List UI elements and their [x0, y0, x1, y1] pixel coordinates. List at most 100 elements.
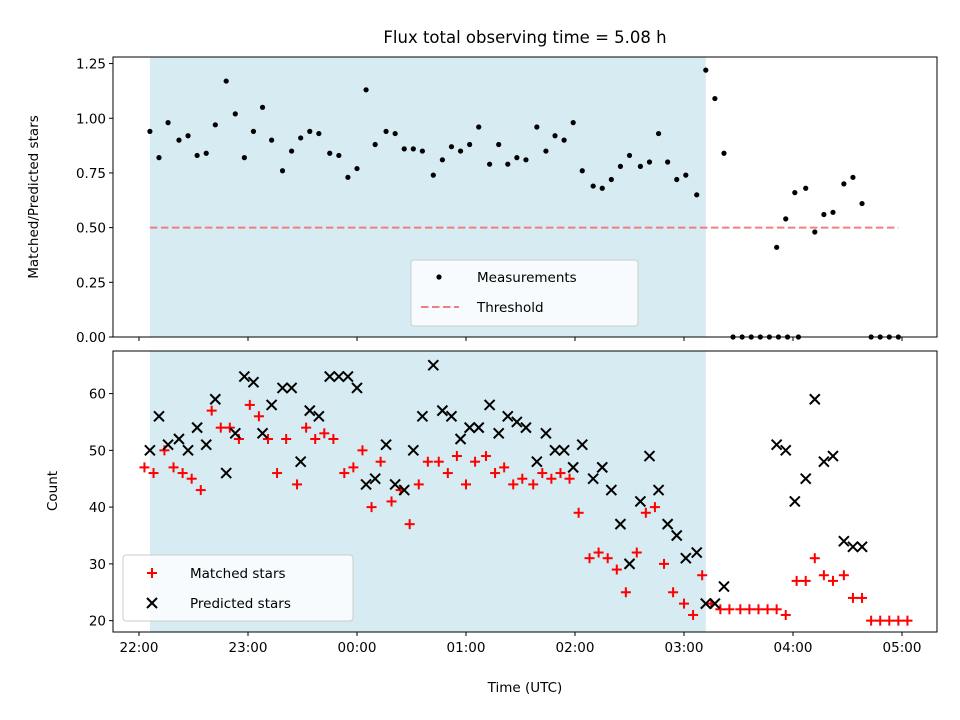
measurement-point [156, 155, 162, 161]
predicted-star-point [531, 455, 543, 468]
measurement-point [774, 244, 780, 250]
measurement-point [316, 130, 322, 137]
measurement-point [165, 120, 171, 126]
matched-star-point [838, 570, 849, 581]
matched-star-point [442, 468, 453, 479]
predicted-star-point [605, 484, 618, 496]
predicted-star-point [153, 410, 165, 422]
predicted-star-point [576, 438, 588, 451]
predicted-star-point [229, 427, 241, 440]
measurement-point [505, 161, 511, 167]
xtick-label: 22:00 [120, 640, 159, 656]
matched-star-point [573, 507, 584, 518]
predicted-star-point [671, 529, 683, 542]
measurement-points [147, 67, 901, 340]
measurement-point [250, 128, 257, 134]
predicted-star-point [634, 495, 647, 508]
measurement-point [608, 176, 614, 183]
matched-star-point [780, 609, 791, 620]
predicted-star-point [333, 370, 345, 383]
measurement-point [543, 148, 549, 154]
measurement-point [232, 111, 238, 117]
predicted-star-point [691, 546, 703, 559]
top-ytick-label: 0.25 [76, 275, 106, 291]
measurement-point [523, 157, 529, 163]
measurement-point [552, 133, 558, 139]
measurement-point [617, 163, 624, 169]
measurement-point [674, 176, 680, 183]
predicted-star-point [173, 433, 185, 445]
matched-star-point [668, 587, 679, 598]
predicted-star-point [596, 461, 608, 474]
matched-star-point [470, 456, 481, 467]
measurement-point [336, 152, 342, 159]
matched-star-point [791, 575, 802, 586]
top-ytick-label: 0.75 [76, 166, 106, 182]
bottom-panel: 20 30 40 50 60 22:00 23:00 00:00 01:00 02:00 03:0… [45, 350, 938, 696]
measurement-point [185, 133, 191, 139]
predicted-star-point [436, 404, 449, 417]
predicted-star-point [389, 478, 401, 491]
predicted-star-point [380, 438, 392, 451]
predicted-stars-points [144, 359, 868, 610]
measurement-point [203, 150, 209, 156]
matched-star-point [753, 604, 764, 615]
predicted-star-point [800, 473, 812, 485]
predicted-star-point [294, 455, 307, 468]
matched-star-point [339, 468, 350, 479]
matched-star-point [640, 507, 651, 518]
measurement-point [467, 141, 473, 148]
matched-star-point [857, 592, 868, 603]
bottom-y-ticks: 20 30 40 50 60 [89, 387, 113, 630]
x-axis-label: Time (UTC) [487, 680, 563, 696]
measurement-point [703, 67, 709, 73]
top-legend: Measurements Threshold [410, 259, 639, 327]
matched-star-point [224, 422, 235, 433]
measurement-point [821, 211, 827, 218]
matched-star-point [375, 456, 386, 467]
measurement-point [830, 209, 836, 215]
predicted-star-point [838, 535, 850, 547]
predicted-star-point [809, 393, 821, 405]
top-panel: 0.00 0.25 0.50 0.75 1.00 1.25 Flux total obse… [26, 28, 938, 346]
bottom-y-axis-label: Count [45, 471, 61, 511]
matched-star-point [168, 462, 179, 473]
predicted-star-point [587, 473, 599, 485]
matched-star-point [386, 496, 397, 507]
predicted-star-point [182, 444, 194, 457]
matched-star-point [517, 473, 528, 484]
predicted-star-point [369, 473, 381, 485]
matched-star-point [602, 553, 613, 564]
matched-star-point [319, 428, 330, 439]
measurement-point [476, 124, 482, 130]
top-ytick-label: 1.00 [76, 111, 106, 127]
matched-star-point [827, 575, 838, 586]
predicted-star-point [162, 438, 174, 451]
matched-star-point [357, 445, 368, 456]
xtick-label: 02:00 [556, 640, 595, 656]
matched-star-point [875, 615, 886, 626]
matched-star-point [148, 468, 159, 479]
matched-star-point [697, 570, 708, 581]
bottom-x-ticks: 22:00 23:00 00:00 01:00 02:00 03:00 04:00 05:00 [120, 632, 921, 656]
predicted-star-point [351, 382, 363, 394]
predicted-star-point [256, 427, 269, 440]
measurement-point [279, 168, 286, 174]
top-ytick-label: 0.50 [76, 221, 106, 237]
predicted-star-point [511, 416, 523, 428]
bottom-ytick-label: 50 [89, 443, 106, 459]
matched-star-point [461, 479, 471, 490]
predicted-star-point [265, 399, 278, 411]
matched-star-point [735, 604, 746, 615]
legend-predicted-label: Predicted stars [190, 596, 291, 612]
measurement-point [626, 152, 633, 159]
matched-star-point [508, 479, 519, 490]
matched-star-point [866, 615, 877, 626]
top-ytick-label: 1.25 [76, 57, 106, 73]
matched-star-point [244, 399, 255, 410]
matched-star-point [253, 411, 264, 422]
bottom-ytick-label: 20 [89, 614, 106, 630]
top-x-ticks [138, 337, 903, 341]
predicted-star-point [718, 580, 730, 593]
matched-star-point [620, 587, 631, 598]
